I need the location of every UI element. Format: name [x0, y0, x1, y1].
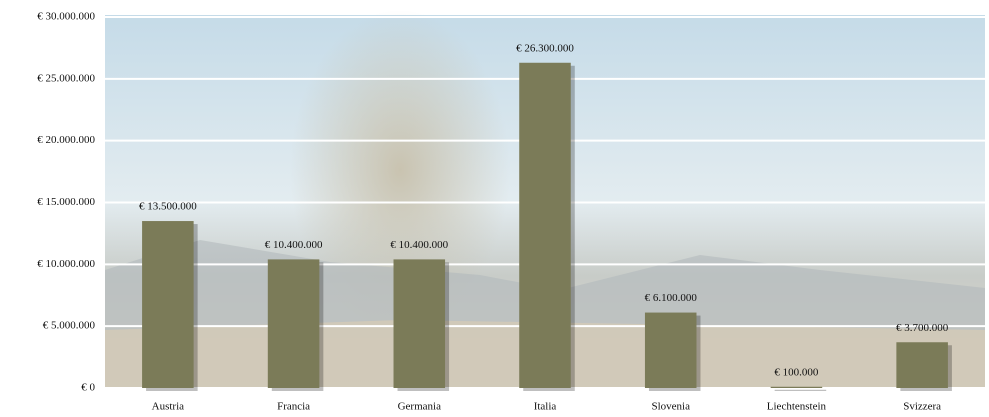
- value-label: € 3.700.000: [896, 322, 949, 334]
- x-tick-label: Austria: [152, 401, 185, 413]
- chart: € 0 € 5.000.000 € 10.000.000 € 15.000.000 € …: [0, 0, 989, 417]
- bar: [519, 63, 571, 388]
- value-label: € 13.500.000: [139, 201, 197, 213]
- bar: [771, 387, 823, 388]
- x-tick-label: Liechtenstein: [767, 401, 827, 413]
- value-label: € 26.300.000: [516, 42, 574, 54]
- y-tick-label: € 30.000.000: [37, 11, 95, 23]
- y-tick-label: € 20.000.000: [37, 134, 95, 146]
- y-tick-label: € 25.000.000: [37, 72, 95, 84]
- y-tick-label: € 15.000.000: [37, 196, 95, 208]
- bar: [394, 259, 446, 388]
- value-label: € 100.000: [774, 366, 819, 378]
- bar-shadow: [775, 390, 827, 391]
- y-tick-label: € 5.000.000: [43, 320, 96, 332]
- bar: [142, 221, 194, 388]
- bar: [896, 342, 948, 388]
- value-label: € 10.400.000: [390, 239, 448, 251]
- value-label: € 10.400.000: [265, 239, 323, 251]
- bar: [268, 259, 320, 388]
- x-tick-label: Slovenia: [651, 401, 690, 413]
- y-tick-label: € 10.000.000: [37, 258, 95, 270]
- x-tick-label: Germania: [398, 401, 441, 413]
- x-tick-label: Italia: [534, 401, 557, 413]
- value-label: € 6.100.000: [645, 292, 698, 304]
- x-tick-label: Francia: [277, 401, 310, 413]
- bar: [645, 313, 697, 388]
- y-tick-label: € 0: [81, 382, 95, 394]
- x-tick-label: Svizzera: [903, 401, 941, 413]
